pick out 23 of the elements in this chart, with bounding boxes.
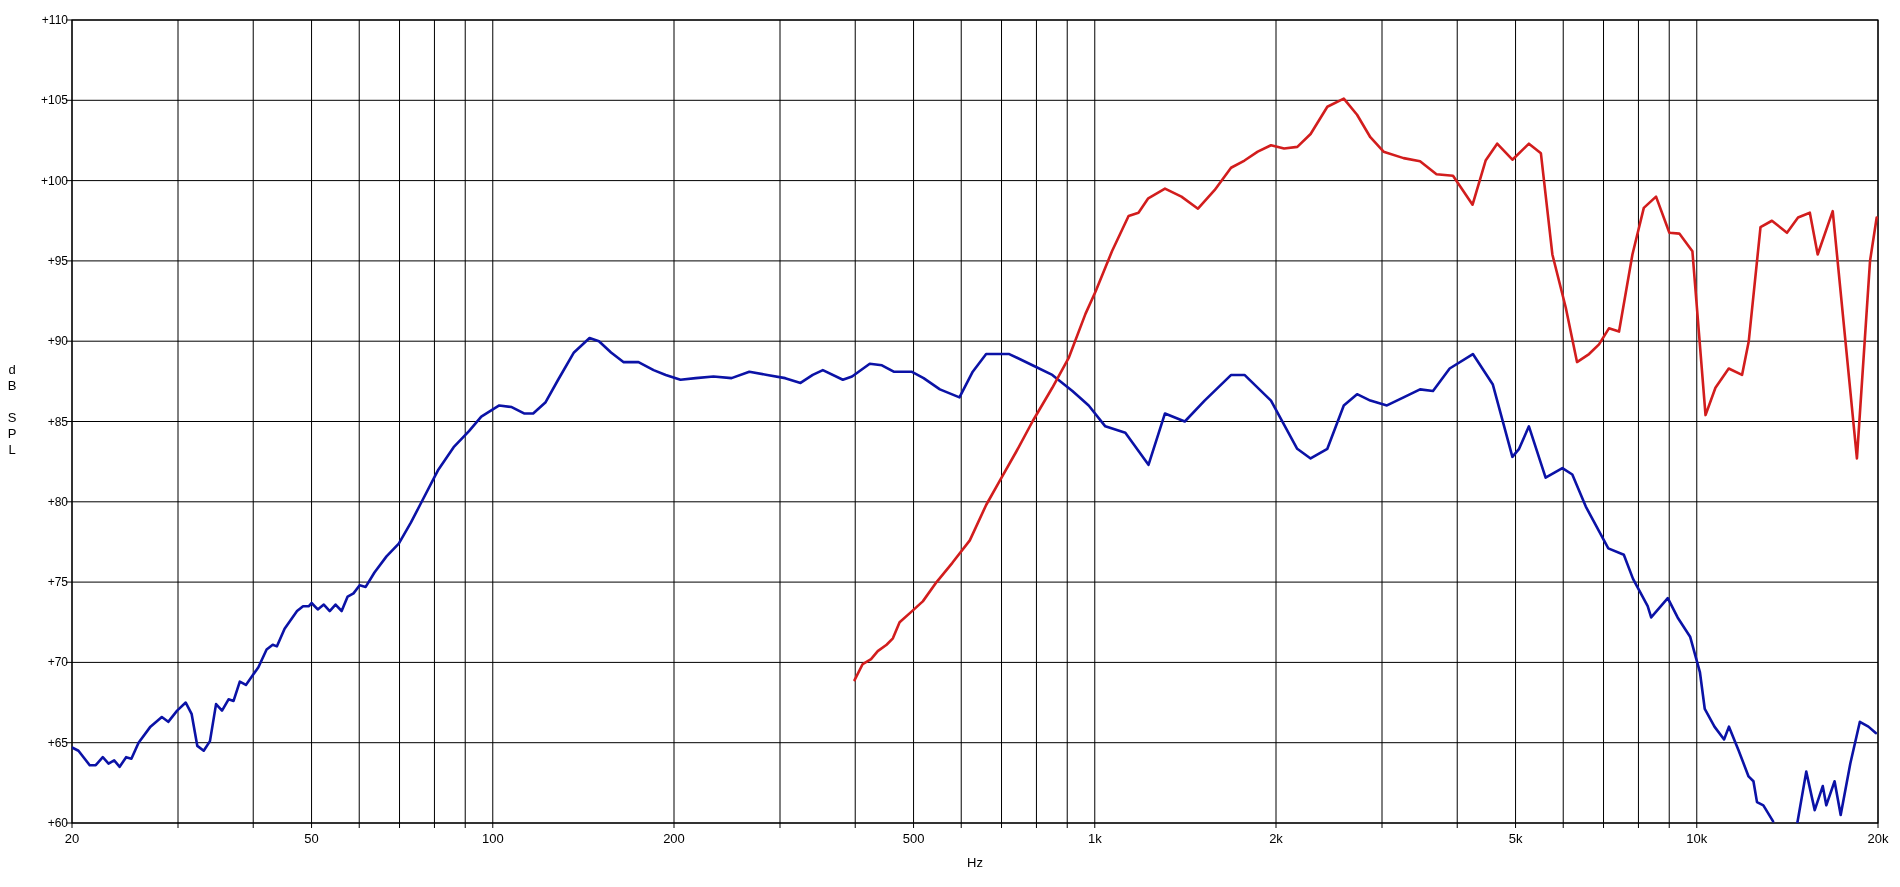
x-tick-label: 2k <box>1269 831 1284 846</box>
y-tick-label: +60 <box>47 816 69 830</box>
x-tick-label: 1k <box>1087 831 1103 846</box>
y-tick-label: +90 <box>47 334 69 349</box>
y-tick-label: +85 <box>47 414 69 429</box>
x-tick-label: 500 <box>902 831 925 846</box>
text: dB SPL <box>7 361 17 457</box>
y-tick-label: +110 <box>41 13 69 27</box>
x-tick-label: 10k <box>1686 831 1708 846</box>
x-axis-title: Hz <box>967 855 983 870</box>
x-tick-label: 20 <box>64 831 80 846</box>
x-tick-label: 200 <box>663 831 685 846</box>
y-tick-label: +105 <box>40 93 69 108</box>
y-tick-label: +70 <box>47 655 69 670</box>
x-tick-label: 20k <box>1867 831 1889 846</box>
y-tick-label: +65 <box>47 735 69 750</box>
y-tick-label: +75 <box>47 575 69 590</box>
x-tick-label: 5k <box>1508 831 1523 846</box>
y-tick-label: +100 <box>40 173 69 188</box>
x-tick-label: 100 <box>481 831 504 846</box>
x-tick-label: 50 <box>304 831 319 846</box>
y-tick-label: +80 <box>47 494 69 509</box>
y-tick-label: +95 <box>47 253 69 268</box>
